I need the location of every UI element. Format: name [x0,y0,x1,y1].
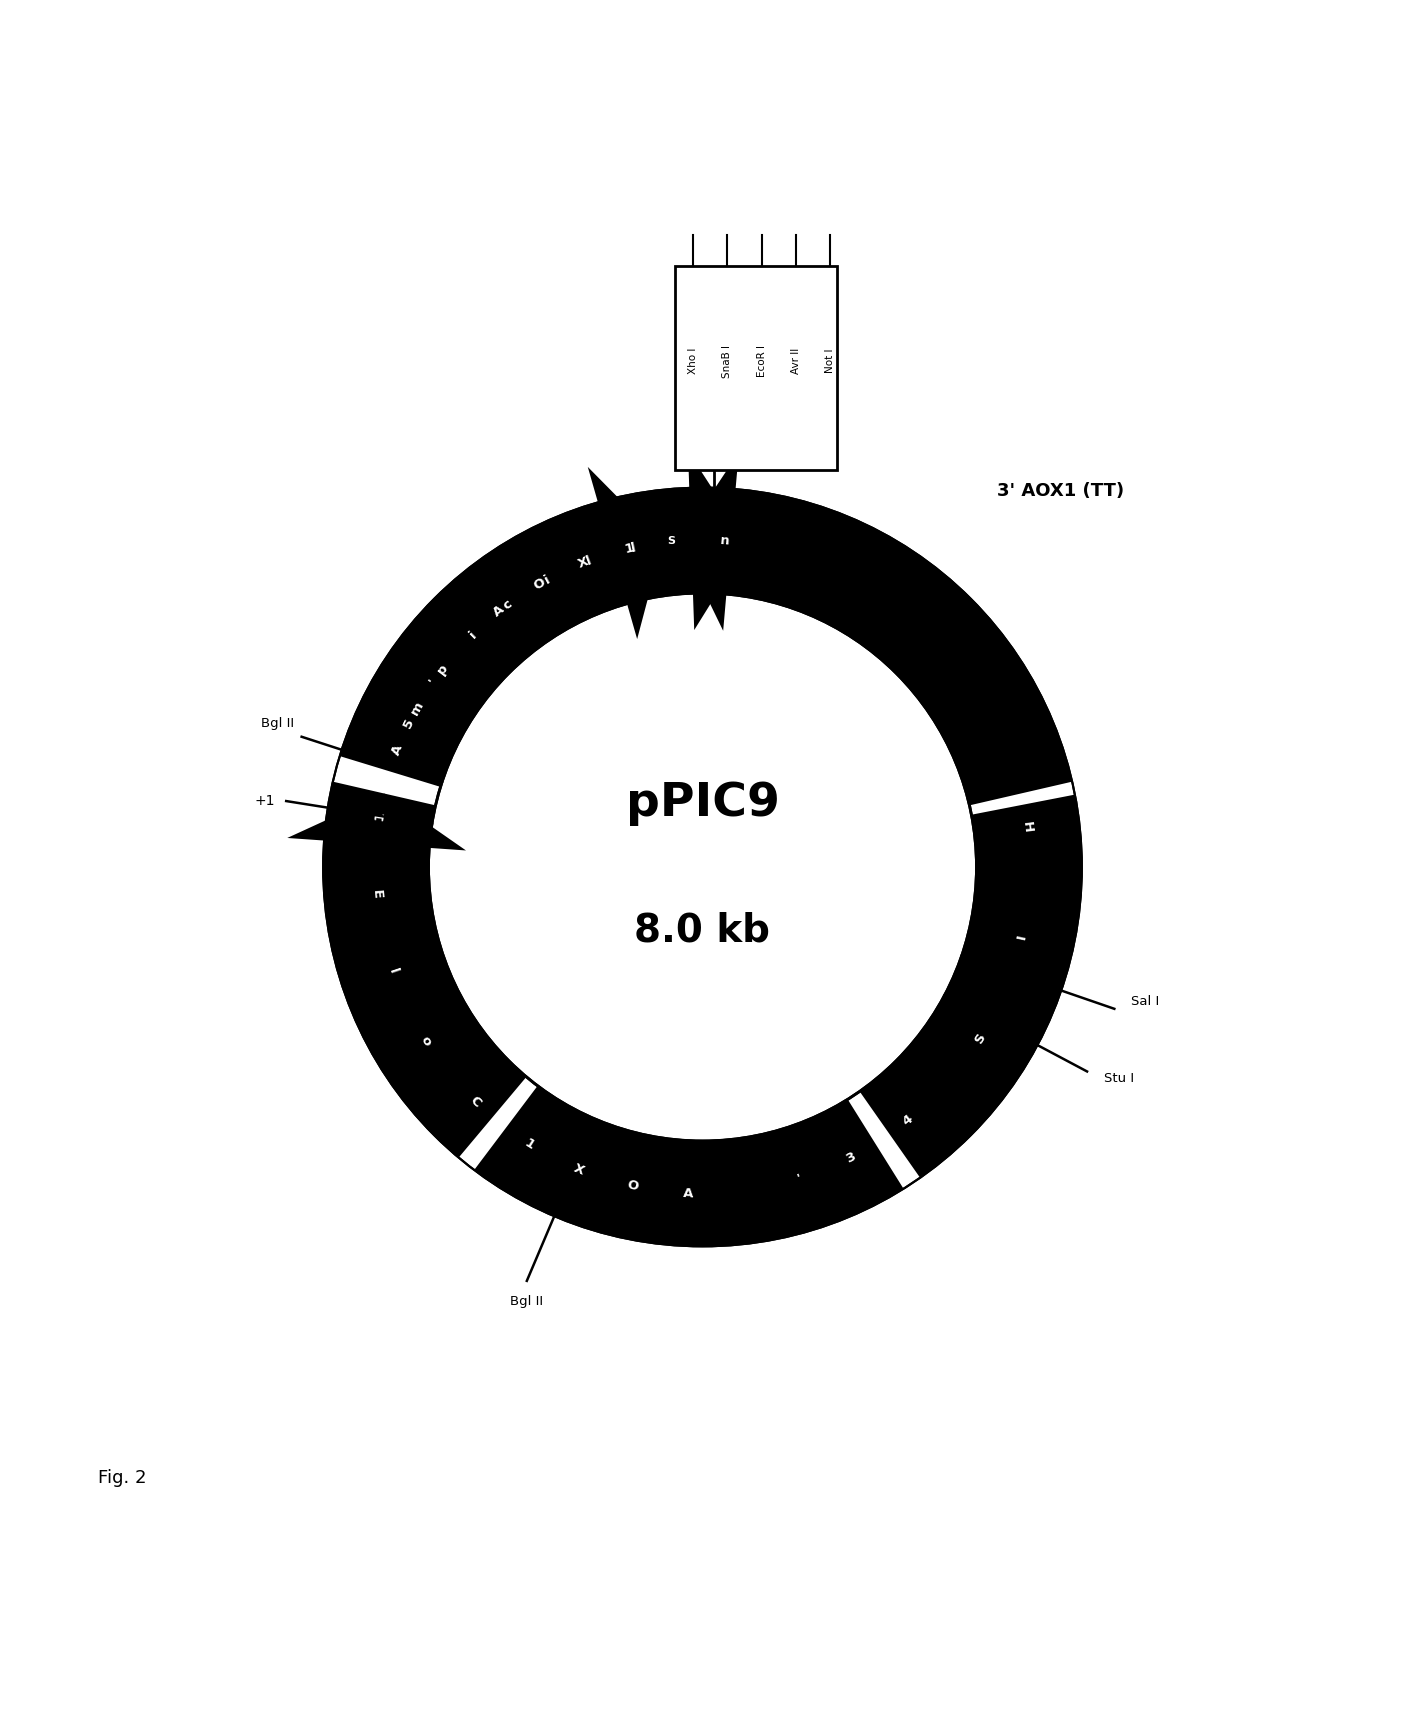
Text: c: c [502,596,516,612]
Text: 4: 4 [901,1113,916,1129]
Text: m: m [407,699,426,718]
Text: +1: +1 [254,794,275,808]
Text: i: i [676,534,681,548]
Text: pPIC9: pPIC9 [625,782,780,827]
Text: E: E [370,890,384,900]
Text: I: I [1014,933,1028,940]
Text: O: O [531,576,548,593]
Polygon shape [346,491,669,773]
Text: 5: 5 [400,716,417,730]
Text: C: C [468,1094,483,1110]
Text: n: n [721,534,731,548]
Bar [676,267,837,470]
Text: S: S [972,1032,989,1046]
Text: O: O [625,1179,639,1193]
Text: ': ' [427,676,440,687]
Text: Bgl II: Bgl II [261,716,295,730]
Circle shape [323,487,1082,1247]
Text: i: i [542,572,552,586]
Text: A: A [492,603,507,619]
Text: 3' AOX1 (TT): 3' AOX1 (TT) [996,482,1124,499]
Text: 8.0 kb: 8.0 kb [635,912,770,948]
Polygon shape [860,794,1082,1177]
Text: Fig. 2: Fig. 2 [98,1469,148,1488]
Text: Sal I: Sal I [1131,995,1159,1007]
Text: X: X [576,555,590,570]
Text: ': ' [795,1172,802,1186]
Text: EcoR I: EcoR I [756,345,767,378]
Text: Bgl II: Bgl II [510,1295,544,1307]
Polygon shape [475,1085,903,1247]
Text: X: X [572,1162,586,1177]
Polygon shape [287,794,466,850]
Text: A: A [683,1186,694,1200]
Text: l: l [584,553,593,567]
Text: i: i [466,628,479,642]
Text: 1: 1 [622,541,635,557]
Text: p: p [434,662,451,676]
Text: SnaB I: SnaB I [722,345,732,378]
Text: 1: 1 [372,810,386,822]
Bar [649,522,694,560]
Text: Not I: Not I [825,349,835,373]
Polygon shape [587,466,663,640]
Polygon shape [676,487,1072,805]
Text: A: A [389,742,406,758]
Text: Xho I: Xho I [688,349,698,375]
Text: H: H [1020,820,1034,834]
Text: l: l [629,541,636,555]
Text: 3: 3 [844,1150,858,1165]
Polygon shape [340,487,756,787]
Text: S: S [667,536,676,546]
Polygon shape [680,453,739,631]
Polygon shape [323,782,527,1158]
Polygon shape [688,451,747,629]
Text: Avr II: Avr II [791,349,801,375]
Text: Stu I: Stu I [1104,1072,1134,1085]
Text: l: l [386,966,399,975]
Text: 1: 1 [523,1136,537,1151]
Text: o: o [419,1033,434,1049]
